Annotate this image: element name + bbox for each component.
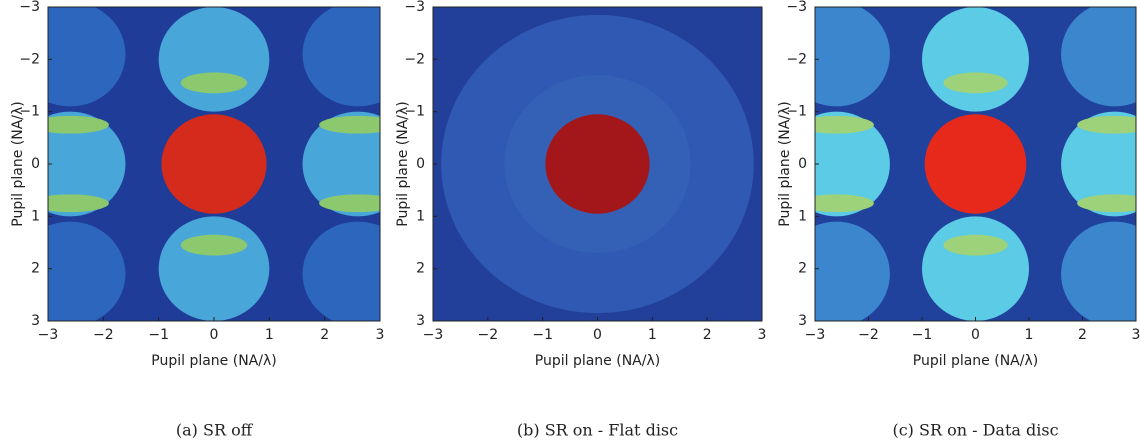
y-axis-label: Pupil plane (NA/λ) xyxy=(777,101,793,226)
y-tick-label: 2 xyxy=(798,261,807,277)
heatmap-region xyxy=(815,7,890,107)
heatmap-region xyxy=(1061,7,1136,107)
y-tick-label: −2 xyxy=(19,51,40,67)
heatmap-region xyxy=(48,7,126,107)
x-tick-label: −1 xyxy=(912,327,933,343)
x-tick-label: −1 xyxy=(532,327,553,343)
x-tick-label: 2 xyxy=(703,327,712,343)
y-tick-label: 3 xyxy=(416,313,425,329)
heatmap-region xyxy=(922,216,1029,321)
heatmap-region xyxy=(158,7,270,112)
heatmap-region xyxy=(48,194,109,213)
x-axis-label: Pupil plane (NA/λ) xyxy=(535,353,660,369)
y-tick-label: 0 xyxy=(798,156,807,172)
y-tick-label: 1 xyxy=(416,208,425,224)
heatmap-region xyxy=(180,234,248,256)
y-tick-label: 1 xyxy=(31,208,40,224)
heatmap-region xyxy=(319,194,380,213)
heatmap xyxy=(433,7,762,321)
heatmap-region xyxy=(180,72,248,94)
x-tick-label: 0 xyxy=(593,327,602,343)
x-axis-label: Pupil plane (NA/λ) xyxy=(151,353,276,369)
heatmap-region xyxy=(943,234,1008,256)
x-tick-label: 3 xyxy=(1132,327,1140,343)
y-tick-label: 3 xyxy=(31,313,40,329)
y-tick-label: −2 xyxy=(404,51,425,67)
x-tick-label: 1 xyxy=(1025,327,1034,343)
y-tick-label: −3 xyxy=(404,0,425,15)
y-tick-label: 1 xyxy=(798,208,807,224)
caption: (a) SR off xyxy=(176,421,254,440)
heatmap-region xyxy=(545,114,650,214)
x-tick-label: 3 xyxy=(376,327,385,343)
heatmap-region xyxy=(302,7,380,107)
heatmap-region xyxy=(815,194,874,213)
x-tick-label: −2 xyxy=(478,327,499,343)
y-tick-label: 2 xyxy=(416,261,425,277)
heatmap-region xyxy=(158,216,270,321)
caption: (b) SR on - Flat disc xyxy=(517,421,678,440)
x-tick-label: 1 xyxy=(265,327,274,343)
y-tick-label: 0 xyxy=(416,156,425,172)
x-tick-label: 1 xyxy=(648,327,657,343)
heatmap-region xyxy=(815,115,874,134)
y-tick-label: −1 xyxy=(19,104,40,120)
y-tick-label: 0 xyxy=(31,156,40,172)
heatmap-region xyxy=(48,111,126,217)
x-tick-label: −3 xyxy=(805,327,826,343)
y-tick-label: −1 xyxy=(404,104,425,120)
y-axis-label: Pupil plane (NA/λ) xyxy=(395,101,411,226)
y-axis-label: Pupil plane (NA/λ) xyxy=(10,101,26,226)
y-tick-label: 2 xyxy=(31,261,40,277)
y-tick-label: −1 xyxy=(786,104,807,120)
y-tick-label: −3 xyxy=(786,0,807,15)
heatmap-region xyxy=(302,221,380,321)
x-tick-label: −1 xyxy=(148,327,169,343)
x-tick-label: 2 xyxy=(320,327,329,343)
y-tick-label: −2 xyxy=(786,51,807,67)
x-tick-label: −2 xyxy=(858,327,879,343)
x-tick-label: 2 xyxy=(1078,327,1087,343)
heatmap xyxy=(48,7,380,321)
x-tick-label: 3 xyxy=(758,327,767,343)
heatmap-region xyxy=(319,115,380,134)
x-tick-label: 0 xyxy=(210,327,219,343)
heatmap-region xyxy=(48,115,109,134)
x-tick-label: −2 xyxy=(93,327,114,343)
heatmap-region xyxy=(815,221,890,321)
heatmap-region xyxy=(943,72,1008,94)
x-axis-label: Pupil plane (NA/λ) xyxy=(913,353,1038,369)
heatmap-region xyxy=(815,111,890,217)
heatmap-region xyxy=(161,114,267,214)
y-tick-label: −3 xyxy=(19,0,40,15)
heatmap-region xyxy=(1061,111,1136,217)
x-tick-label: −3 xyxy=(38,327,59,343)
heatmap-region xyxy=(922,7,1029,112)
heatmap-region xyxy=(1077,194,1136,213)
heatmap-region xyxy=(924,114,1027,214)
heatmap-region xyxy=(48,221,126,321)
x-tick-label: −3 xyxy=(423,327,444,343)
heatmap-region xyxy=(302,111,380,217)
y-tick-label: 3 xyxy=(798,313,807,329)
heatmap-region xyxy=(1061,221,1136,321)
heatmap xyxy=(815,7,1136,321)
heatmap-region xyxy=(1077,115,1136,134)
caption: (c) SR on - Data disc xyxy=(892,421,1058,440)
x-tick-label: 0 xyxy=(971,327,980,343)
